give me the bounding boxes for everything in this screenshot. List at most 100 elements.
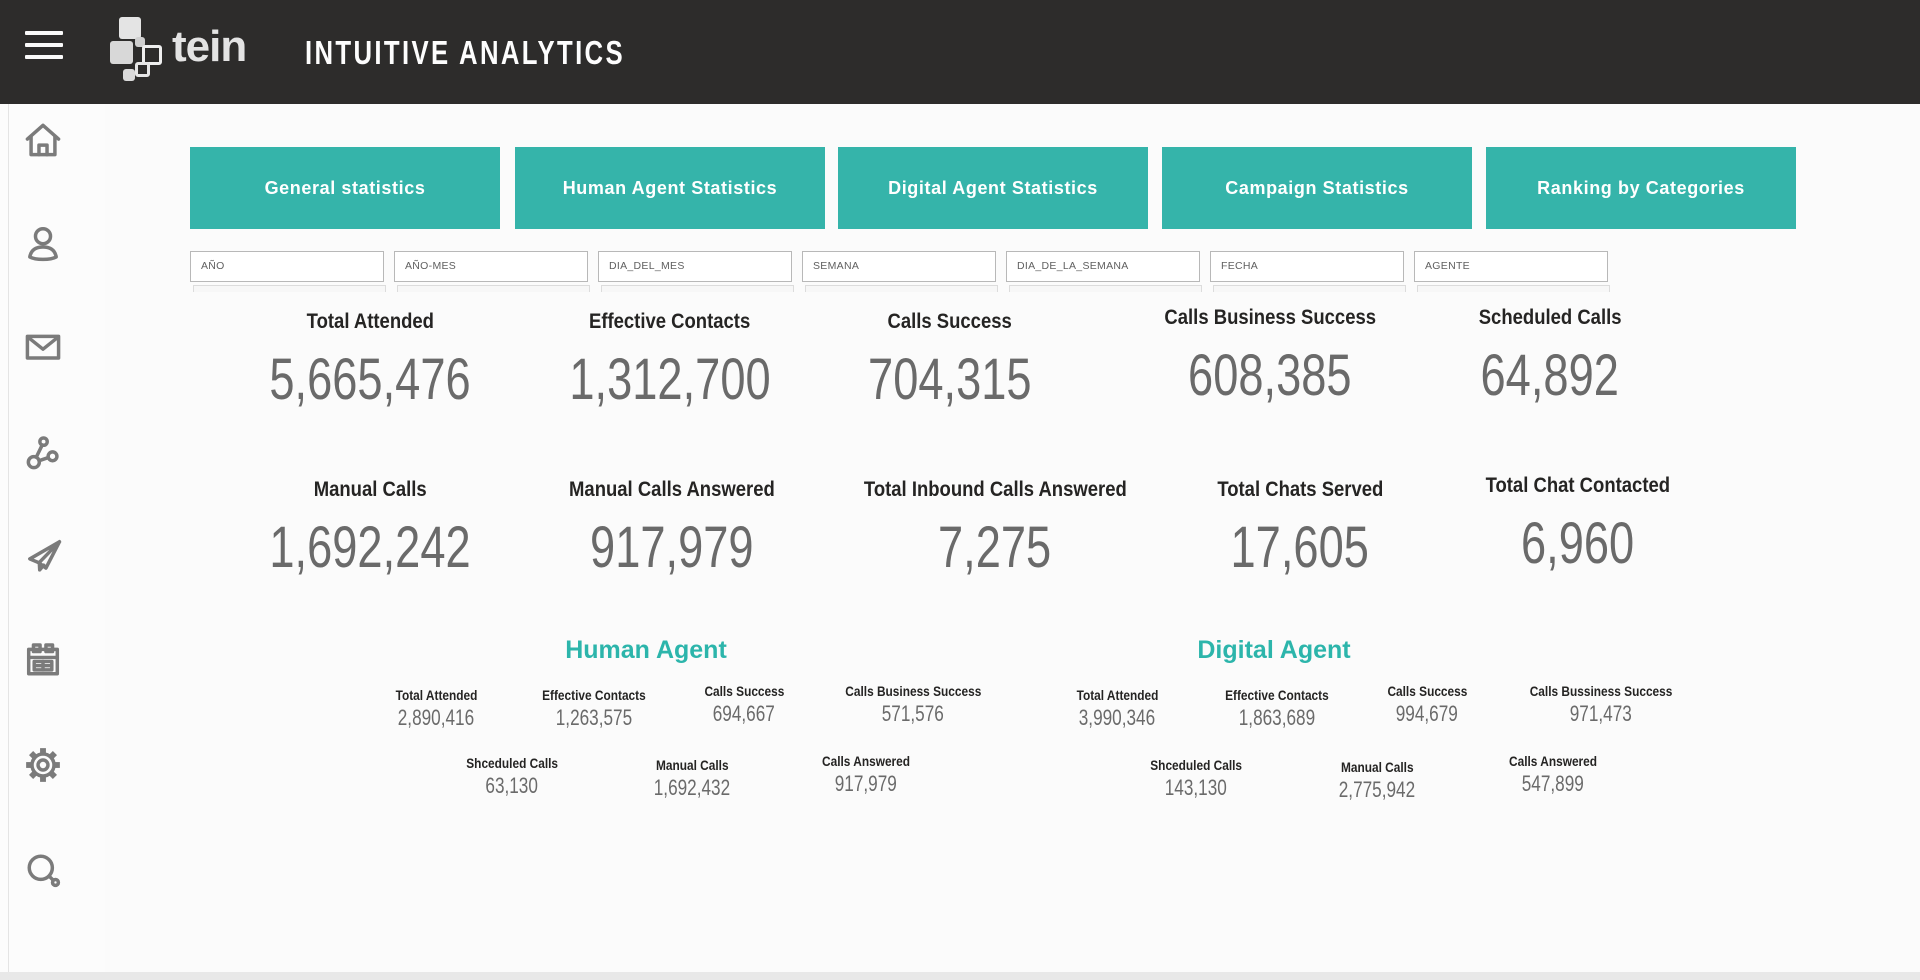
tab-ranking-by-categories[interactable]: Ranking by Categories [1486, 147, 1796, 229]
filter-fecha[interactable]: FECHA [1210, 251, 1406, 292]
tab-label: Human Agent Statistics [562, 177, 778, 198]
sidebar-item-agents[interactable] [21, 221, 65, 265]
bottom-edge-bar [0, 972, 1920, 980]
tab-general-statistics[interactable]: General statistics [190, 147, 500, 229]
stat-da-effective-contacts: Effective Contacts 1,863,689 [1177, 688, 1377, 731]
stat-label: Calls Business Success [844, 684, 982, 699]
tab-human-agent-statistics[interactable]: Human Agent Statistics [515, 147, 825, 229]
stat-label: Calls Answered [1508, 754, 1598, 769]
filter-ano-mes[interactable]: AÑO-MES [394, 251, 590, 292]
kpi-calls-business-success: Calls Business Success 608,385 [1100, 306, 1440, 409]
filter-dropdown-edge [1009, 285, 1202, 292]
kpi-value: 1,312,700 [569, 347, 771, 412]
stat-label: Manual Calls [1340, 760, 1414, 775]
home-icon [25, 123, 61, 157]
sidebar-item-messages[interactable] [21, 325, 65, 369]
sidebar-item-home[interactable] [21, 118, 65, 162]
kpi-value: 64,892 [1480, 343, 1620, 408]
kpi-total-chats-served: Total Chats Served 17,605 [1130, 478, 1470, 581]
filter-dia-de-la-semana[interactable]: DIA_DE_LA_SEMANA [1006, 251, 1202, 292]
sidebar-item-connections[interactable] [21, 431, 65, 475]
filter-label: SEMANA [813, 260, 860, 272]
stat-label: Calls Answered [821, 754, 911, 769]
stat-da-calls-success: Calls Success 994,679 [1327, 684, 1527, 727]
kpi-label: Effective Contacts [589, 310, 751, 333]
kpi-value: 17,605 [1230, 515, 1370, 580]
kpi-label: Total Chats Served [1216, 478, 1384, 501]
filter-label: AGENTE [1425, 260, 1470, 272]
brand-name: tein [172, 22, 247, 71]
kpi-label: Calls Success [887, 310, 1013, 333]
sidebar-item-search[interactable] [21, 848, 65, 892]
send-icon [28, 539, 62, 572]
sidebar-item-settings[interactable] [21, 743, 65, 787]
stat-value: 2,775,942 [1338, 777, 1416, 802]
stat-value: 694,667 [712, 701, 776, 726]
stat-value: 143,130 [1164, 775, 1228, 800]
stat-value: 547,899 [1521, 771, 1585, 796]
user-icon [28, 226, 58, 262]
stat-da-total-attended: Total Attended 3,990,346 [1017, 688, 1217, 731]
filter-semana[interactable]: SEMANA [802, 251, 998, 292]
kpi-total-inbound-calls-answered: Total Inbound Calls Answered 7,275 [825, 478, 1165, 581]
kpi-label: Total Chat Contacted [1485, 474, 1671, 497]
filter-label: AÑO-MES [405, 260, 457, 272]
stat-da-calls-business-success: Calls Bussiness Success 971,473 [1501, 684, 1701, 727]
kpi-value: 6,960 [1521, 511, 1635, 576]
stat-label: Shceduled Calls [466, 756, 558, 771]
stat-label: Calls Success [704, 684, 784, 699]
sidebar-item-campaigns[interactable] [21, 534, 65, 578]
human-agent-section-title: Human Agent [565, 636, 727, 664]
stat-ha-manual-calls: Manual Calls 1,692,432 [592, 758, 792, 801]
menu-icon[interactable] [25, 31, 63, 71]
filter-dropdown-edge [1213, 285, 1406, 292]
kpi-label: Calls Business Success [1164, 306, 1376, 329]
kpi-manual-calls: Manual Calls 1,692,242 [200, 478, 540, 581]
filter-label: FECHA [1221, 260, 1259, 272]
stat-ha-calls-business-success: Calls Business Success 571,576 [813, 684, 1013, 727]
tab-digital-agent-statistics[interactable]: Digital Agent Statistics [838, 147, 1148, 229]
filter-dropdown-edge [1417, 285, 1610, 292]
kpi-label: Scheduled Calls [1478, 306, 1622, 329]
stat-value: 917,979 [834, 771, 898, 796]
kpi-label: Manual Calls [313, 478, 427, 501]
stat-ha-calls-answered: Calls Answered 917,979 [766, 754, 966, 797]
kpi-total-attended: Total Attended 5,665,476 [200, 310, 540, 413]
stat-ha-calls-success: Calls Success 694,667 [644, 684, 844, 727]
stat-label: Effective Contacts [542, 688, 646, 703]
filter-ano[interactable]: AÑO [190, 251, 386, 292]
stat-value: 994,679 [1395, 701, 1459, 726]
sidebar-frame-line [8, 104, 9, 972]
tab-label: Ranking by Categories [1537, 177, 1745, 198]
kpi-calls-success: Calls Success 704,315 [780, 310, 1120, 413]
kpi-value: 917,979 [590, 515, 754, 580]
kpi-effective-contacts: Effective Contacts 1,312,700 [500, 310, 840, 413]
search-icon [27, 854, 61, 888]
app-title: INTUITIVE ANALYTICS [305, 34, 626, 71]
kpi-label: Total Inbound Calls Answered [863, 478, 1127, 501]
kpi-label: Total Attended [306, 310, 434, 333]
filter-agente[interactable]: AGENTE [1414, 251, 1610, 292]
filter-dia-del-mes[interactable]: DIA_DEL_MES [598, 251, 794, 292]
kpi-value: 608,385 [1188, 343, 1352, 408]
sidebar-item-schedule[interactable] [21, 638, 65, 682]
stat-ha-total-attended: Total Attended 2,890,416 [336, 688, 536, 731]
app-header: tein INTUITIVE ANALYTICS [0, 0, 1920, 104]
stat-label: Shceduled Calls [1150, 758, 1242, 773]
filter-label: DIA_DE_LA_SEMANA [1017, 260, 1129, 272]
share-icon [26, 436, 59, 470]
filter-label: AÑO [201, 260, 225, 272]
kpi-value: 5,665,476 [269, 347, 471, 412]
stat-value: 571,576 [881, 701, 945, 726]
stat-value: 1,263,575 [555, 705, 633, 730]
stat-label: Effective Contacts [1225, 688, 1329, 703]
stat-value: 63,130 [485, 773, 539, 798]
filter-dropdown-edge [193, 285, 386, 292]
tab-label: General statistics [264, 177, 426, 198]
kpi-value: 7,275 [938, 515, 1052, 580]
filter-dropdown-edge [397, 285, 590, 292]
stat-label: Manual Calls [655, 758, 729, 773]
tab-label: Digital Agent Statistics [888, 177, 1098, 198]
tab-campaign-statistics[interactable]: Campaign Statistics [1162, 147, 1472, 229]
digital-agent-section-title: Digital Agent [1197, 636, 1351, 664]
